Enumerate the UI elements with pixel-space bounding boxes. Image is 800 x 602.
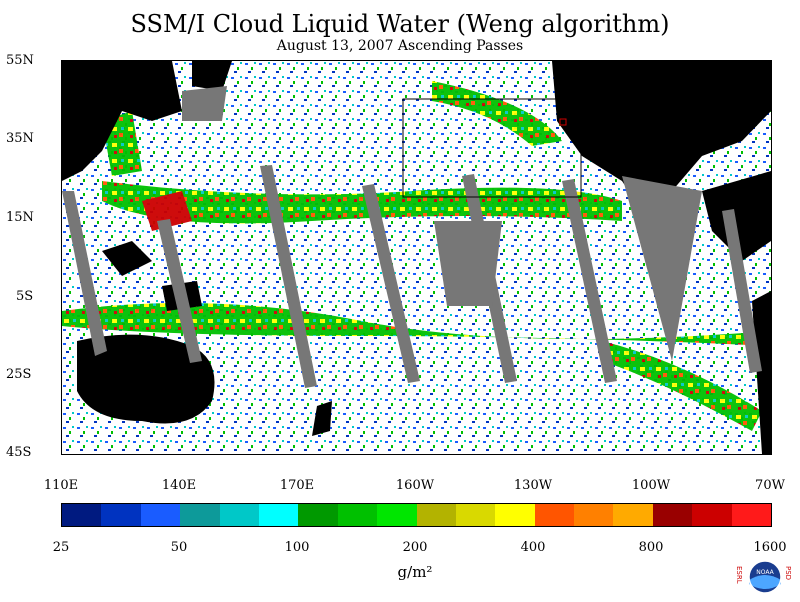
lon-label-140e: 140E <box>161 478 197 493</box>
colorbar-swatch <box>62 504 102 526</box>
noaa-logo: NOAA ESRL PSD <box>735 556 795 598</box>
colorbar-swatch <box>692 504 732 526</box>
map-title: SSM/I Cloud Liquid Water (Weng algorithm… <box>130 10 670 38</box>
colorbar-swatch <box>258 504 299 526</box>
map-subtitle: August 13, 2007 Ascending Passes <box>276 38 524 54</box>
colorbar-unit: g/m² <box>397 563 433 581</box>
landmasses <box>62 61 771 454</box>
lat-label-5s: 5S <box>16 289 34 304</box>
lat-label-35n: 35N <box>6 131 34 146</box>
colorbar-swatch <box>574 504 614 526</box>
lon-label-130w: 130W <box>513 478 553 493</box>
cloud-liquid-water-map <box>61 60 772 455</box>
colorbar-swatch <box>337 504 378 526</box>
lat-label-15n: 15N <box>6 210 34 225</box>
map-canvas <box>62 61 771 454</box>
colorbar-swatch <box>534 504 575 526</box>
missing-data-swaths <box>62 86 762 388</box>
lat-label-25s: 25S <box>6 367 32 382</box>
lat-label-45s: 45S <box>6 445 32 460</box>
logo-right-text: PSD <box>784 566 792 580</box>
colorbar-swatch <box>495 504 535 526</box>
site-marker <box>559 118 567 126</box>
lon-label-170e: 170E <box>279 478 315 493</box>
logo-left-text: ESRL <box>735 566 743 584</box>
lon-label-100w: 100W <box>631 478 671 493</box>
colorbar-swatch <box>298 504 338 526</box>
lat-label-55n: 55N <box>6 53 34 68</box>
colorbar-label-25: 25 <box>52 540 70 555</box>
lon-label-110e: 110E <box>43 478 79 493</box>
colorbar-swatch <box>613 504 653 526</box>
colorbar-swatch <box>416 504 456 526</box>
colorbar-label-100: 100 <box>284 540 310 555</box>
colorbar-label-50: 50 <box>170 540 188 555</box>
colorbar-swatch <box>377 504 417 526</box>
colorbar <box>61 503 772 527</box>
colorbar-swatch <box>180 504 220 526</box>
colorbar-label-400: 400 <box>520 540 546 555</box>
colorbar-swatch <box>101 504 141 526</box>
colorbar-swatch <box>731 504 772 526</box>
lon-label-70w: 70W <box>755 478 785 493</box>
colorbar-swatch <box>652 504 693 526</box>
logo-center-text: NOAA <box>756 569 774 576</box>
colorbar-label-200: 200 <box>402 540 428 555</box>
colorbar-swatch <box>455 504 496 526</box>
colorbar-swatch <box>219 504 259 526</box>
region-box <box>402 98 582 198</box>
colorbar-swatch <box>140 504 181 526</box>
colorbar-label-800: 800 <box>638 540 664 555</box>
colorbar-label-1600: 1600 <box>753 540 787 555</box>
lon-label-160w: 160W <box>395 478 435 493</box>
cloud-bands <box>62 81 771 431</box>
